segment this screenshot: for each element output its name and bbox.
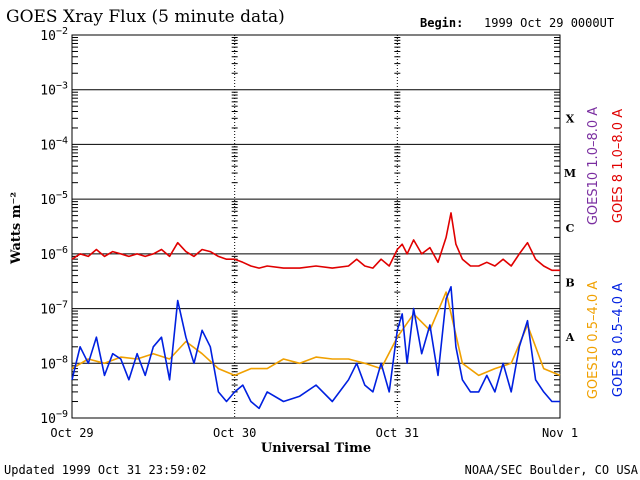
footer-updated: Updated 1999 Oct 31 23:59:02 xyxy=(4,463,206,477)
flare-class-B: B xyxy=(565,276,574,289)
x-tick-label-2: Oct 31 xyxy=(376,426,419,440)
begin-value: 1999 Oct 29 0000UT xyxy=(484,16,614,30)
y-tick-label-1e-2: 10−2 xyxy=(40,26,68,44)
y-tick-label-1e-6: 10−6 xyxy=(40,245,68,263)
legend-entry-1: GOES10 1.0–8.0 A xyxy=(586,107,601,225)
y-tick-label-1e-5: 10−5 xyxy=(40,190,68,208)
series-line-3 xyxy=(71,291,561,377)
plot-area xyxy=(71,34,561,419)
series-line-2 xyxy=(71,285,560,410)
flare-class-C: C xyxy=(566,222,575,235)
plot-frame xyxy=(71,34,561,419)
y-tick-label-1e-8: 10−8 xyxy=(40,354,68,372)
y-tick-label-1e-7: 10−7 xyxy=(40,300,68,318)
flare-class-X: X xyxy=(566,112,575,125)
day-separators xyxy=(231,35,401,418)
series-lines xyxy=(71,212,561,410)
y-tick-label-1e-3: 10−3 xyxy=(40,81,68,99)
legend-entry-2: GOES 8 0.5–4.0 A xyxy=(611,283,626,397)
footer-source: NOAA/SEC Boulder, CO USA xyxy=(465,463,639,477)
decade-gridlines xyxy=(72,89,560,364)
legend-entry-0: GOES 8 1.0–8.0 A xyxy=(611,109,626,223)
x-tick-label-0: Oct 29 xyxy=(50,426,93,440)
y-tick-label-1e-9: 10−9 xyxy=(40,409,68,427)
x-axis-labels: Oct 29 Oct 30 Oct 31 Nov 1 xyxy=(50,426,578,440)
flare-class-labels: A B C M X xyxy=(564,112,576,344)
flare-class-A: A xyxy=(565,331,575,344)
x-tick-label-1: Oct 30 xyxy=(213,426,256,440)
begin-label: Begin: xyxy=(420,16,463,30)
x-tick-label-3: Nov 1 xyxy=(542,426,578,440)
y-axis-label: Watts m⁻² xyxy=(9,192,24,265)
flare-class-M: M xyxy=(564,167,576,180)
y-tick-label-1e-4: 10−4 xyxy=(40,135,68,153)
x-axis-label: Universal Time xyxy=(261,441,371,456)
chart-title: GOES Xray Flux (5 minute data) xyxy=(6,7,285,27)
series-line-0 xyxy=(71,212,560,272)
legend: GOES10 1.0–8.0 A GOES 8 1.0–8.0 A GOES10 0… xyxy=(586,107,626,399)
y-axis-ticks: 10−9 10−8 10−7 10−6 10−5 10−4 10−3 10−2 xyxy=(40,26,560,427)
legend-entry-3: GOES10 0.5–4.0 A xyxy=(586,281,601,399)
